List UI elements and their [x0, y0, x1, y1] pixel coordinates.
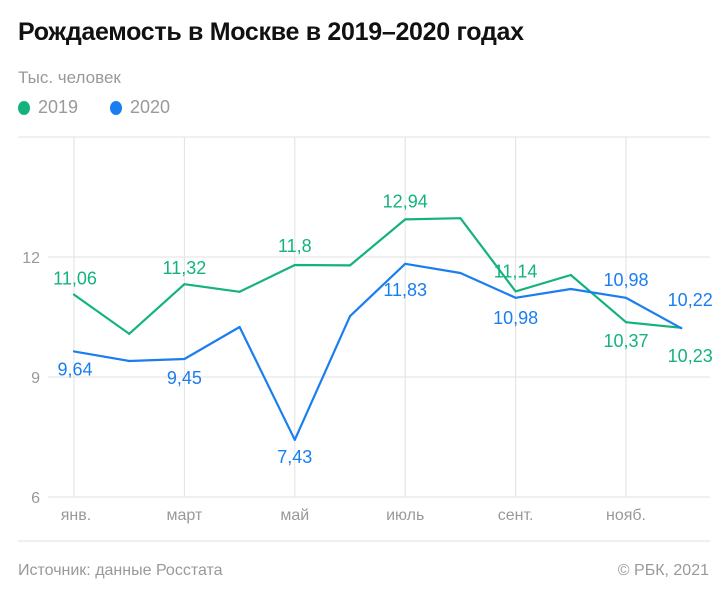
data-label-2020: 7,43 [277, 447, 312, 467]
data-label-2020: 9,45 [167, 368, 202, 388]
data-point-2019 [459, 217, 462, 220]
data-point-2020 [569, 287, 572, 291]
legend-item-2019: 2019 [18, 97, 78, 118]
data-point-2019 [128, 332, 131, 335]
y-tick-label: 6 [31, 490, 40, 507]
data-point-2020 [624, 296, 628, 299]
data-label-2019: 11,06 [53, 269, 97, 289]
x-tick-label: май [280, 507, 309, 524]
data-point-2019 [72, 293, 76, 296]
x-tick-label: янв. [61, 507, 91, 524]
data-point-2019 [404, 218, 407, 221]
data-point-2020 [238, 325, 241, 329]
data-label-2020: 10,98 [493, 308, 538, 328]
data-point-2019 [569, 273, 572, 277]
chart-title: Рождаемость в Москве в 2019–2020 годах [18, 18, 524, 46]
data-point-2020 [404, 262, 407, 265]
x-tick-label: сент. [498, 507, 534, 524]
source-note: Источник: данные Росстата [18, 562, 223, 579]
data-point-2020 [459, 271, 462, 275]
data-label-2020: 9,64 [57, 359, 92, 379]
x-tick-label: нояб. [606, 507, 646, 524]
data-point-2020 [348, 315, 352, 318]
data-point-2020 [514, 296, 517, 299]
data-point-2019 [293, 263, 296, 267]
data-point-2019 [624, 321, 628, 324]
data-point-2019 [348, 264, 352, 267]
series-line-2020 [73, 262, 682, 441]
x-tick-label: июль [386, 507, 424, 524]
legend-marker-2020 [110, 100, 122, 115]
y-tick-label: 9 [31, 370, 40, 387]
data-label-2019: 10,37 [603, 331, 648, 351]
data-label-2019: 11,14 [494, 261, 538, 281]
data-label-2020: 10,22 [668, 290, 713, 310]
data-point-2019 [238, 290, 241, 293]
legend-marker-2019 [18, 100, 30, 115]
data-point-2020 [293, 438, 296, 441]
x-tick-label: март [167, 507, 203, 524]
data-point-2019 [183, 283, 186, 286]
data-point-2020 [128, 359, 131, 363]
data-label-2019: 10,23 [668, 346, 713, 366]
data-label-2020: 11,83 [383, 280, 427, 300]
legend-item-2020: 2020 [110, 97, 170, 118]
data-point-2020 [72, 350, 76, 353]
data-label-2020: 10,98 [603, 270, 648, 290]
legend-label-2019: 2019 [38, 97, 79, 117]
data-point-2020 [183, 357, 186, 361]
data-label-2019: 11,8 [278, 236, 312, 256]
legend-label-2020: 2020 [130, 97, 171, 117]
copyright: © РБК, 2021 [617, 562, 709, 579]
data-point-2019 [514, 290, 517, 293]
y-axis-unit: Тыс. человек [18, 68, 121, 87]
data-label-2019: 12,94 [383, 191, 428, 211]
y-tick-label: 12 [22, 250, 40, 267]
series-line-2019 [73, 217, 682, 335]
data-label-2019: 11,32 [163, 258, 207, 278]
data-point-2020 [680, 327, 683, 330]
